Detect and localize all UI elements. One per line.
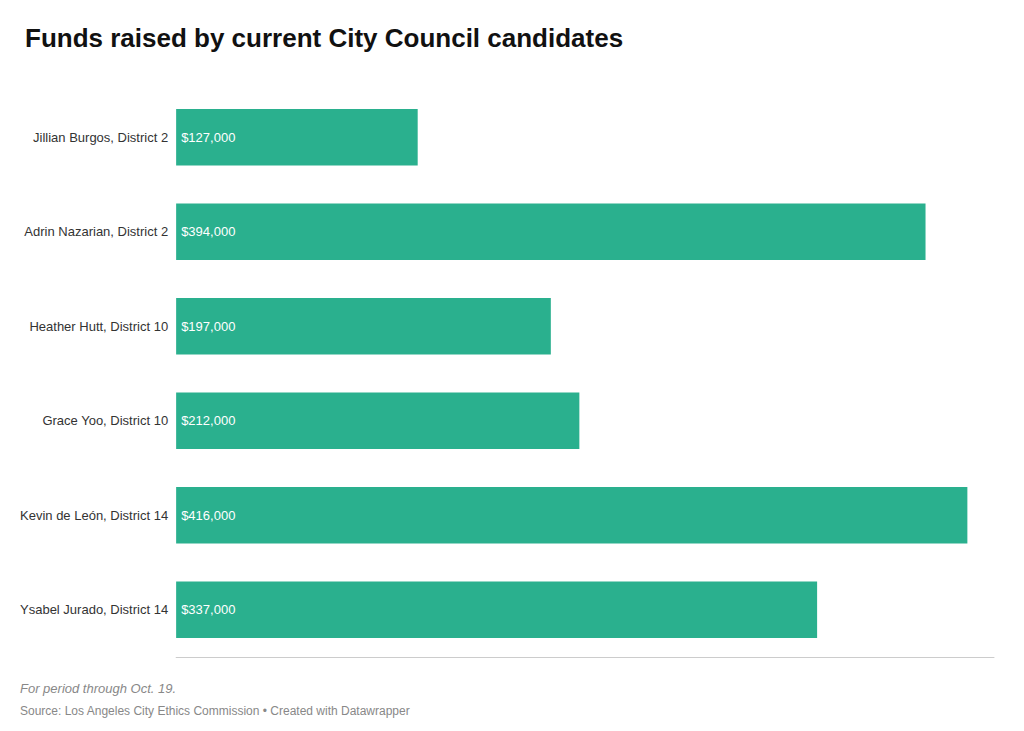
svg-text:Funds raised by current City C: Funds raised by current City Council can… [25,23,623,53]
svg-text:Adrin Nazarian, District 2: Adrin Nazarian, District 2 [24,224,168,239]
svg-text:$212,000: $212,000 [181,413,235,428]
svg-text:$197,000: $197,000 [181,319,235,334]
svg-text:$337,000: $337,000 [181,602,235,617]
svg-text:Source: Los Angeles City Ethic: Source: Los Angeles City Ethics Commissi… [20,704,410,718]
svg-text:Jillian Burgos, District 2: Jillian Burgos, District 2 [33,130,168,145]
svg-text:Heather Hutt, District 10: Heather Hutt, District 10 [29,319,168,334]
svg-text:$416,000: $416,000 [181,508,235,523]
svg-text:Ysabel Jurado, District 14: Ysabel Jurado, District 14 [20,602,168,617]
svg-text:For period through Oct. 19.: For period through Oct. 19. [20,681,176,696]
svg-text:$127,000: $127,000 [181,130,235,145]
svg-text:Grace Yoo, District 10: Grace Yoo, District 10 [42,413,168,428]
svg-text:$394,000: $394,000 [181,224,235,239]
svg-text:Kevin de León, District 14: Kevin de León, District 14 [20,508,168,523]
